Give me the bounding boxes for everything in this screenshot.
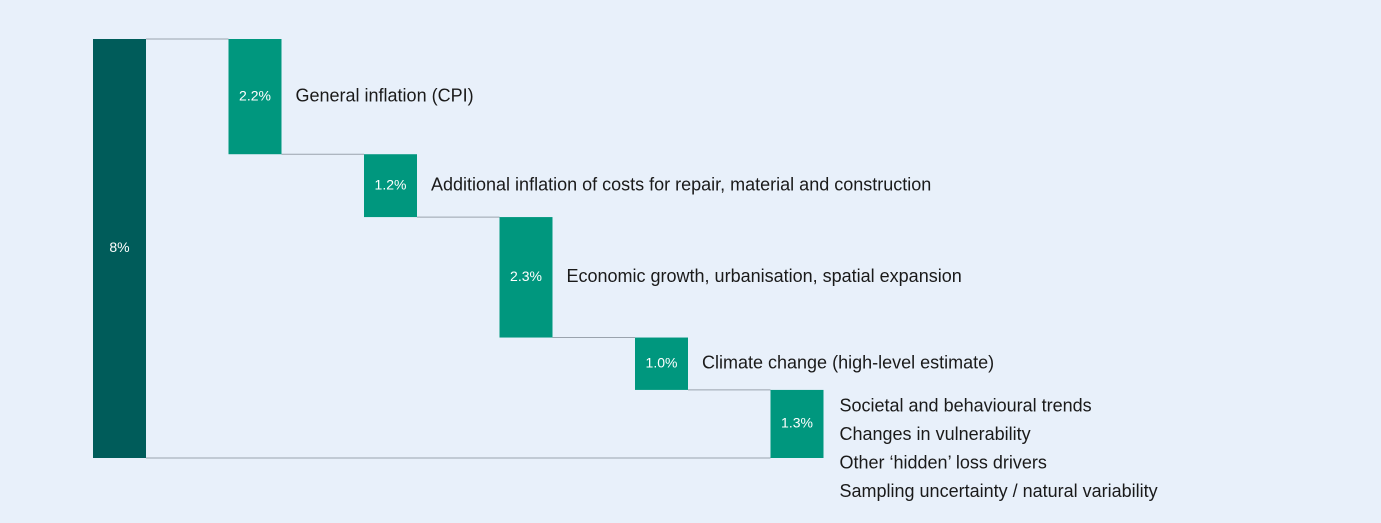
value-label: 2.2%: [239, 87, 271, 103]
bar: [228, 39, 282, 155]
category-label: Climate change (high-level estimate): [702, 352, 994, 372]
total-bar: [93, 39, 146, 458]
category-label: Other ‘hidden’ loss drivers: [840, 453, 1047, 473]
value-label: 1.3%: [781, 415, 813, 431]
category-label: General inflation (CPI): [296, 85, 474, 105]
bar: [770, 389, 824, 458]
bar: [635, 337, 688, 390]
bar: [364, 154, 417, 218]
value-label: 2.3%: [510, 268, 542, 284]
category-label: Additional inflation of costs for repair…: [431, 174, 931, 194]
category-label: Sampling uncertainty / natural variabili…: [840, 481, 1158, 501]
category-label: Societal and behavioural trends: [840, 396, 1092, 416]
value-label: 1.2%: [375, 176, 407, 192]
value-label: 1.0%: [646, 354, 678, 370]
total-label: 8%: [109, 239, 129, 255]
category-label: Changes in vulnerability: [840, 424, 1031, 444]
category-label: Economic growth, urbanisation, spatial e…: [567, 266, 962, 286]
bar: [499, 217, 553, 338]
